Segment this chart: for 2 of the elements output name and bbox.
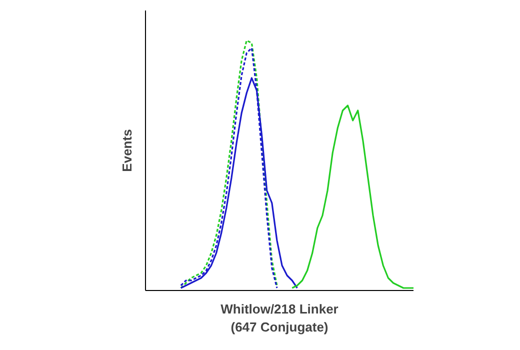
x-axis-title: Whitlow/218 Linker (647 Conjugate) [220, 302, 338, 334]
y-axis-title: Events [120, 129, 134, 172]
